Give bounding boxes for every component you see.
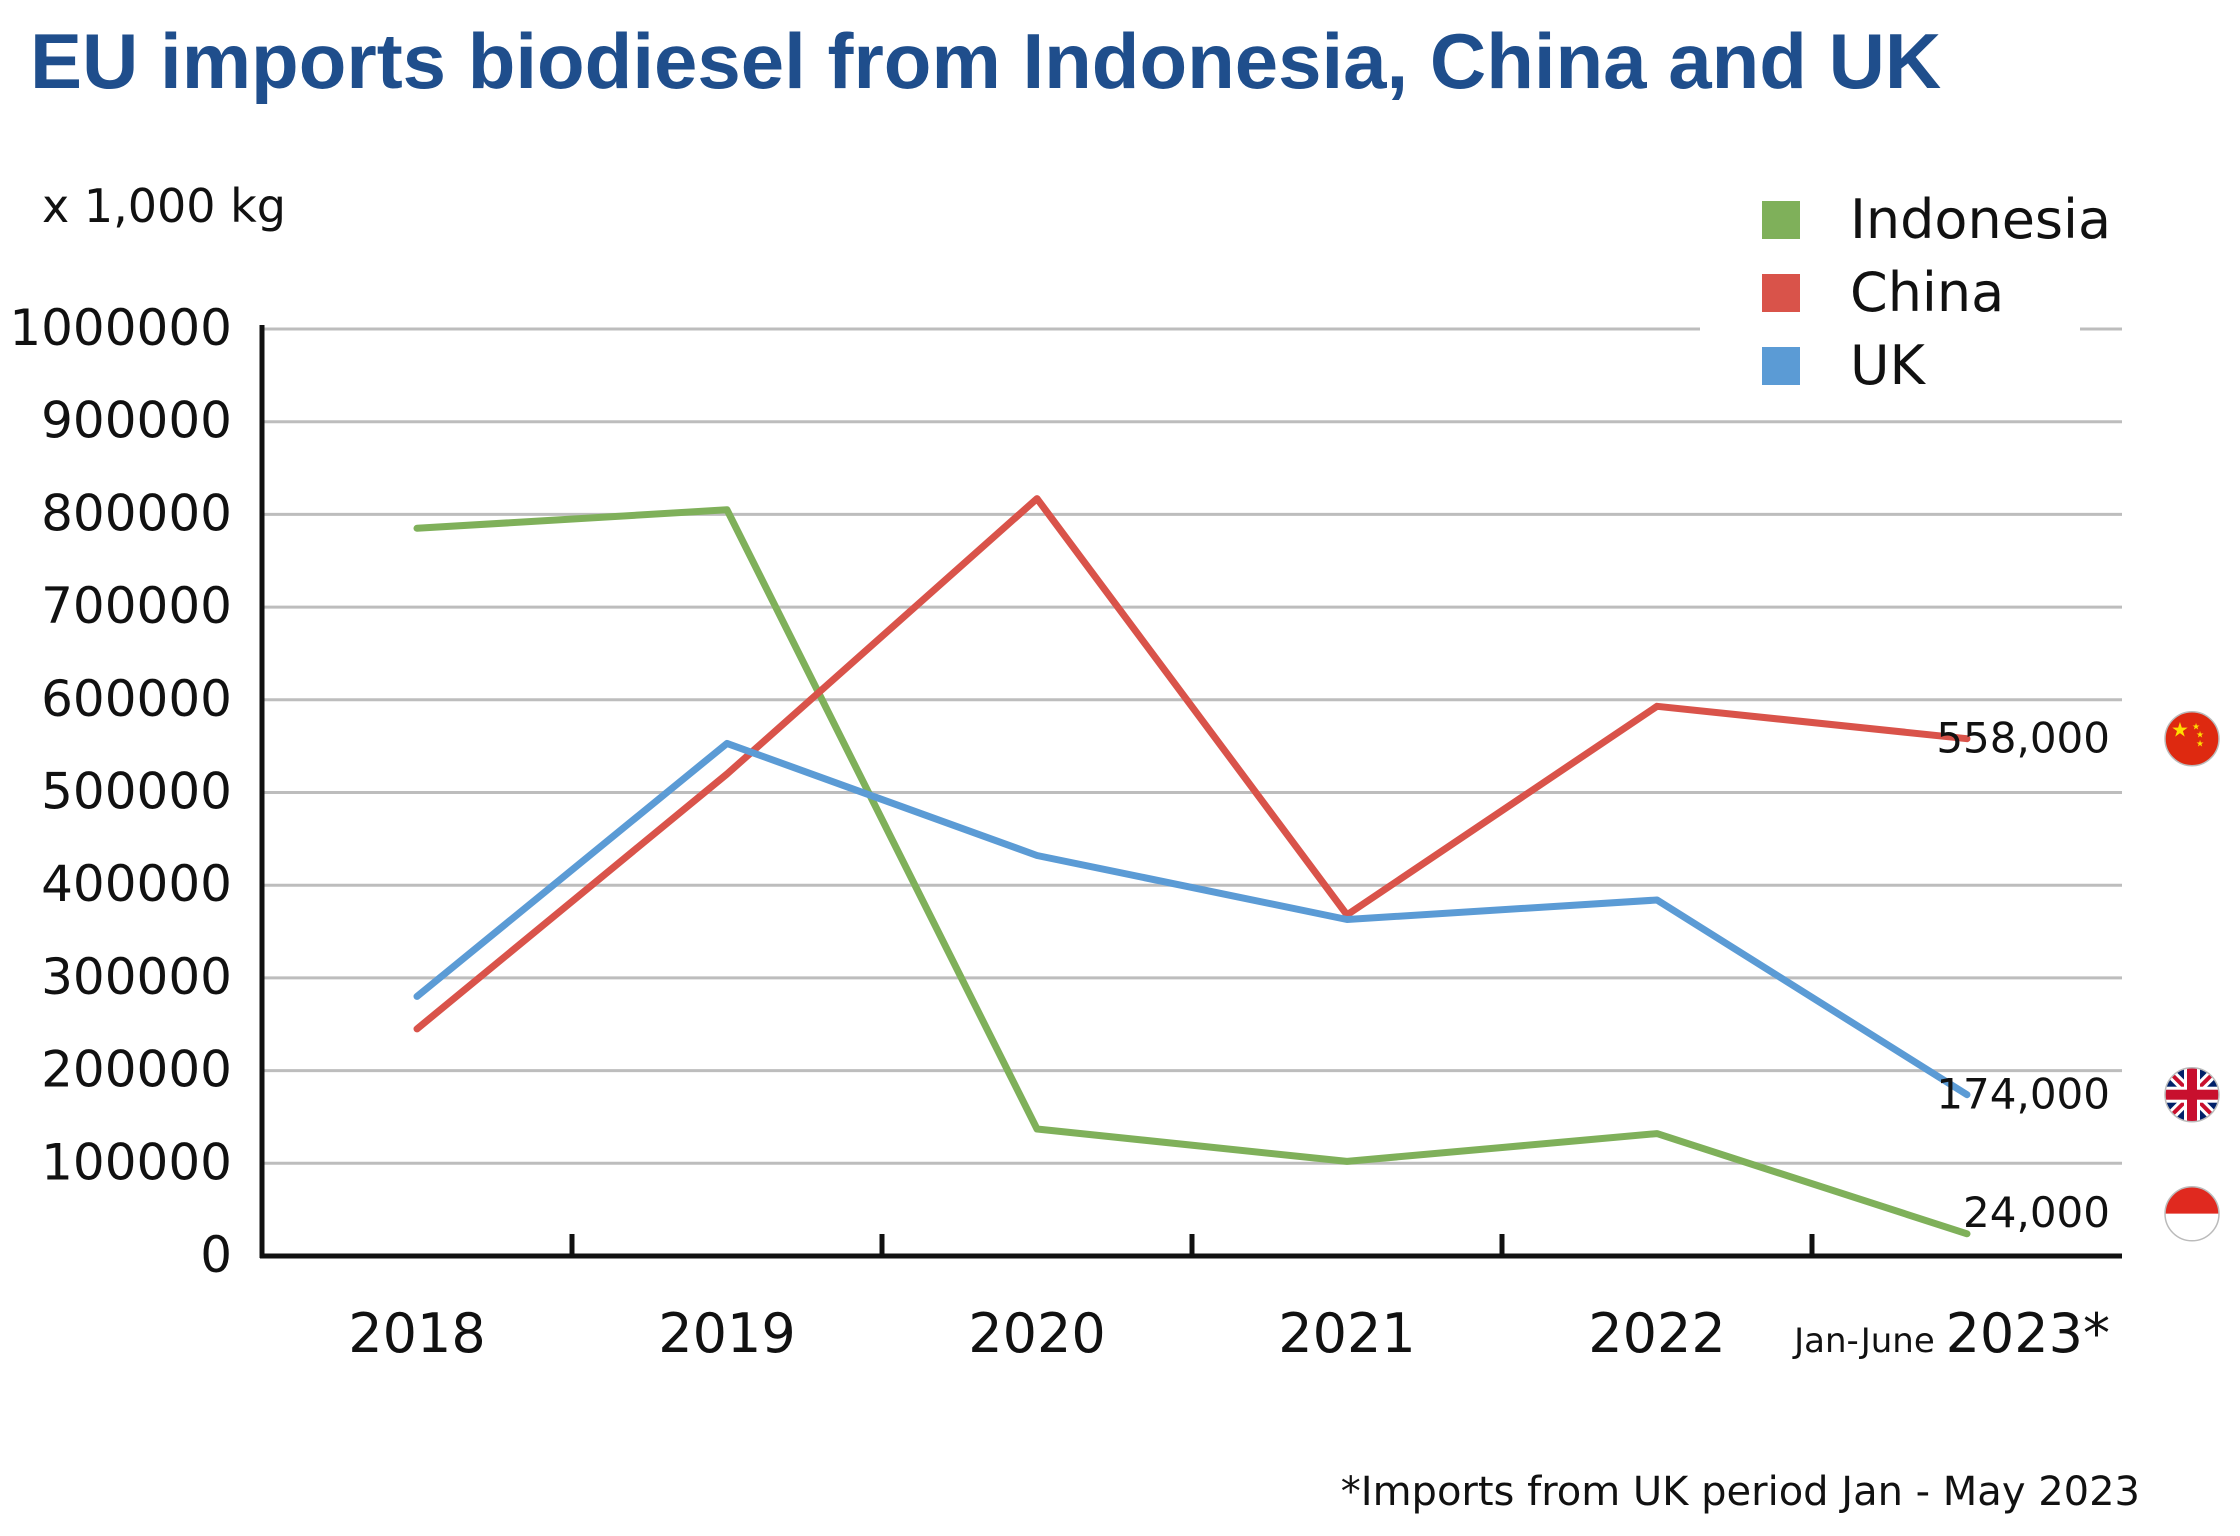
svg-text:★: ★ [2192,722,2200,732]
x-tick-label: 2018 [348,1302,485,1365]
x-tick-label: Jan-June 2023* [1792,1302,2110,1365]
legend: Indonesia China UK [1700,180,2111,400]
y-tick-label: 700000 [41,577,232,635]
flags: ★ ★★★ [2164,710,2220,1242]
end-label-uk: 174,000 [1936,1070,2110,1119]
chart-title: EU imports biodiesel from Indonesia, Chi… [30,17,1941,105]
x-tick-year: 2021 [1278,1302,1415,1365]
unit-label: x 1,000 kg [42,179,286,233]
footnote: *Imports from UK period Jan - May 2023 [1341,1469,2140,1515]
y-tick-label: 900000 [41,392,232,450]
x-tick-year: 2019 [658,1302,795,1365]
y-tick-label: 400000 [41,855,232,913]
gridlines [262,327,2122,1165]
legend-label-china: China [1850,261,2004,324]
x-tick-prefix: Jan-June [1792,1321,1945,1361]
end-labels: 24,000 558,000 174,000 [1936,714,2110,1237]
x-tick-label: 2021 [1278,1302,1415,1365]
svg-text:★: ★ [2196,739,2204,749]
x-tick-label: 2020 [968,1302,1105,1365]
legend-swatch-china [1762,274,1800,312]
y-axis-ticks: 1000000900000800000700000600000500000400… [9,299,232,1284]
y-tick-label: 800000 [41,484,232,542]
x-tick-year: 2022 [1588,1302,1725,1365]
y-tick-label: 1000000 [9,299,232,357]
indonesia-flag-icon [2164,1186,2220,1242]
y-tick-label: 100000 [41,1133,232,1191]
svg-text:★: ★ [2196,730,2204,740]
series-line-uk [413,739,1971,1099]
series-line-china [413,495,1971,1033]
series-line-indonesia [413,506,1971,1238]
x-tick-label: 2022 [1588,1302,1725,1365]
y-tick-label: 600000 [41,670,232,728]
china-flag-icon: ★ ★★★ [2164,710,2220,767]
legend-swatch-indonesia [1762,201,1800,239]
y-tick-label: 500000 [41,763,232,821]
x-tick-label: 2019 [658,1302,795,1365]
x-tick-year: 2018 [348,1302,485,1365]
x-tick-year: 2023* [1946,1302,2110,1365]
legend-label-indonesia: Indonesia [1850,188,2111,251]
x-tick-year: 2020 [968,1302,1105,1365]
y-tick-label: 200000 [41,1041,232,1099]
uk-flag-icon [2164,1066,2220,1123]
end-label-indonesia: 24,000 [1963,1188,2110,1237]
y-tick-label: 300000 [41,948,232,1006]
series-lines [413,495,1971,1238]
legend-label-uk: UK [1850,334,1927,397]
end-label-china: 558,000 [1936,714,2110,763]
y-tick-label: 0 [200,1226,232,1284]
svg-text:★: ★ [2171,720,2189,742]
legend-swatch-uk [1762,347,1800,385]
x-axis: 2018 2019 2020 2021 2022 Jan-June 2023* [259,325,2122,1365]
